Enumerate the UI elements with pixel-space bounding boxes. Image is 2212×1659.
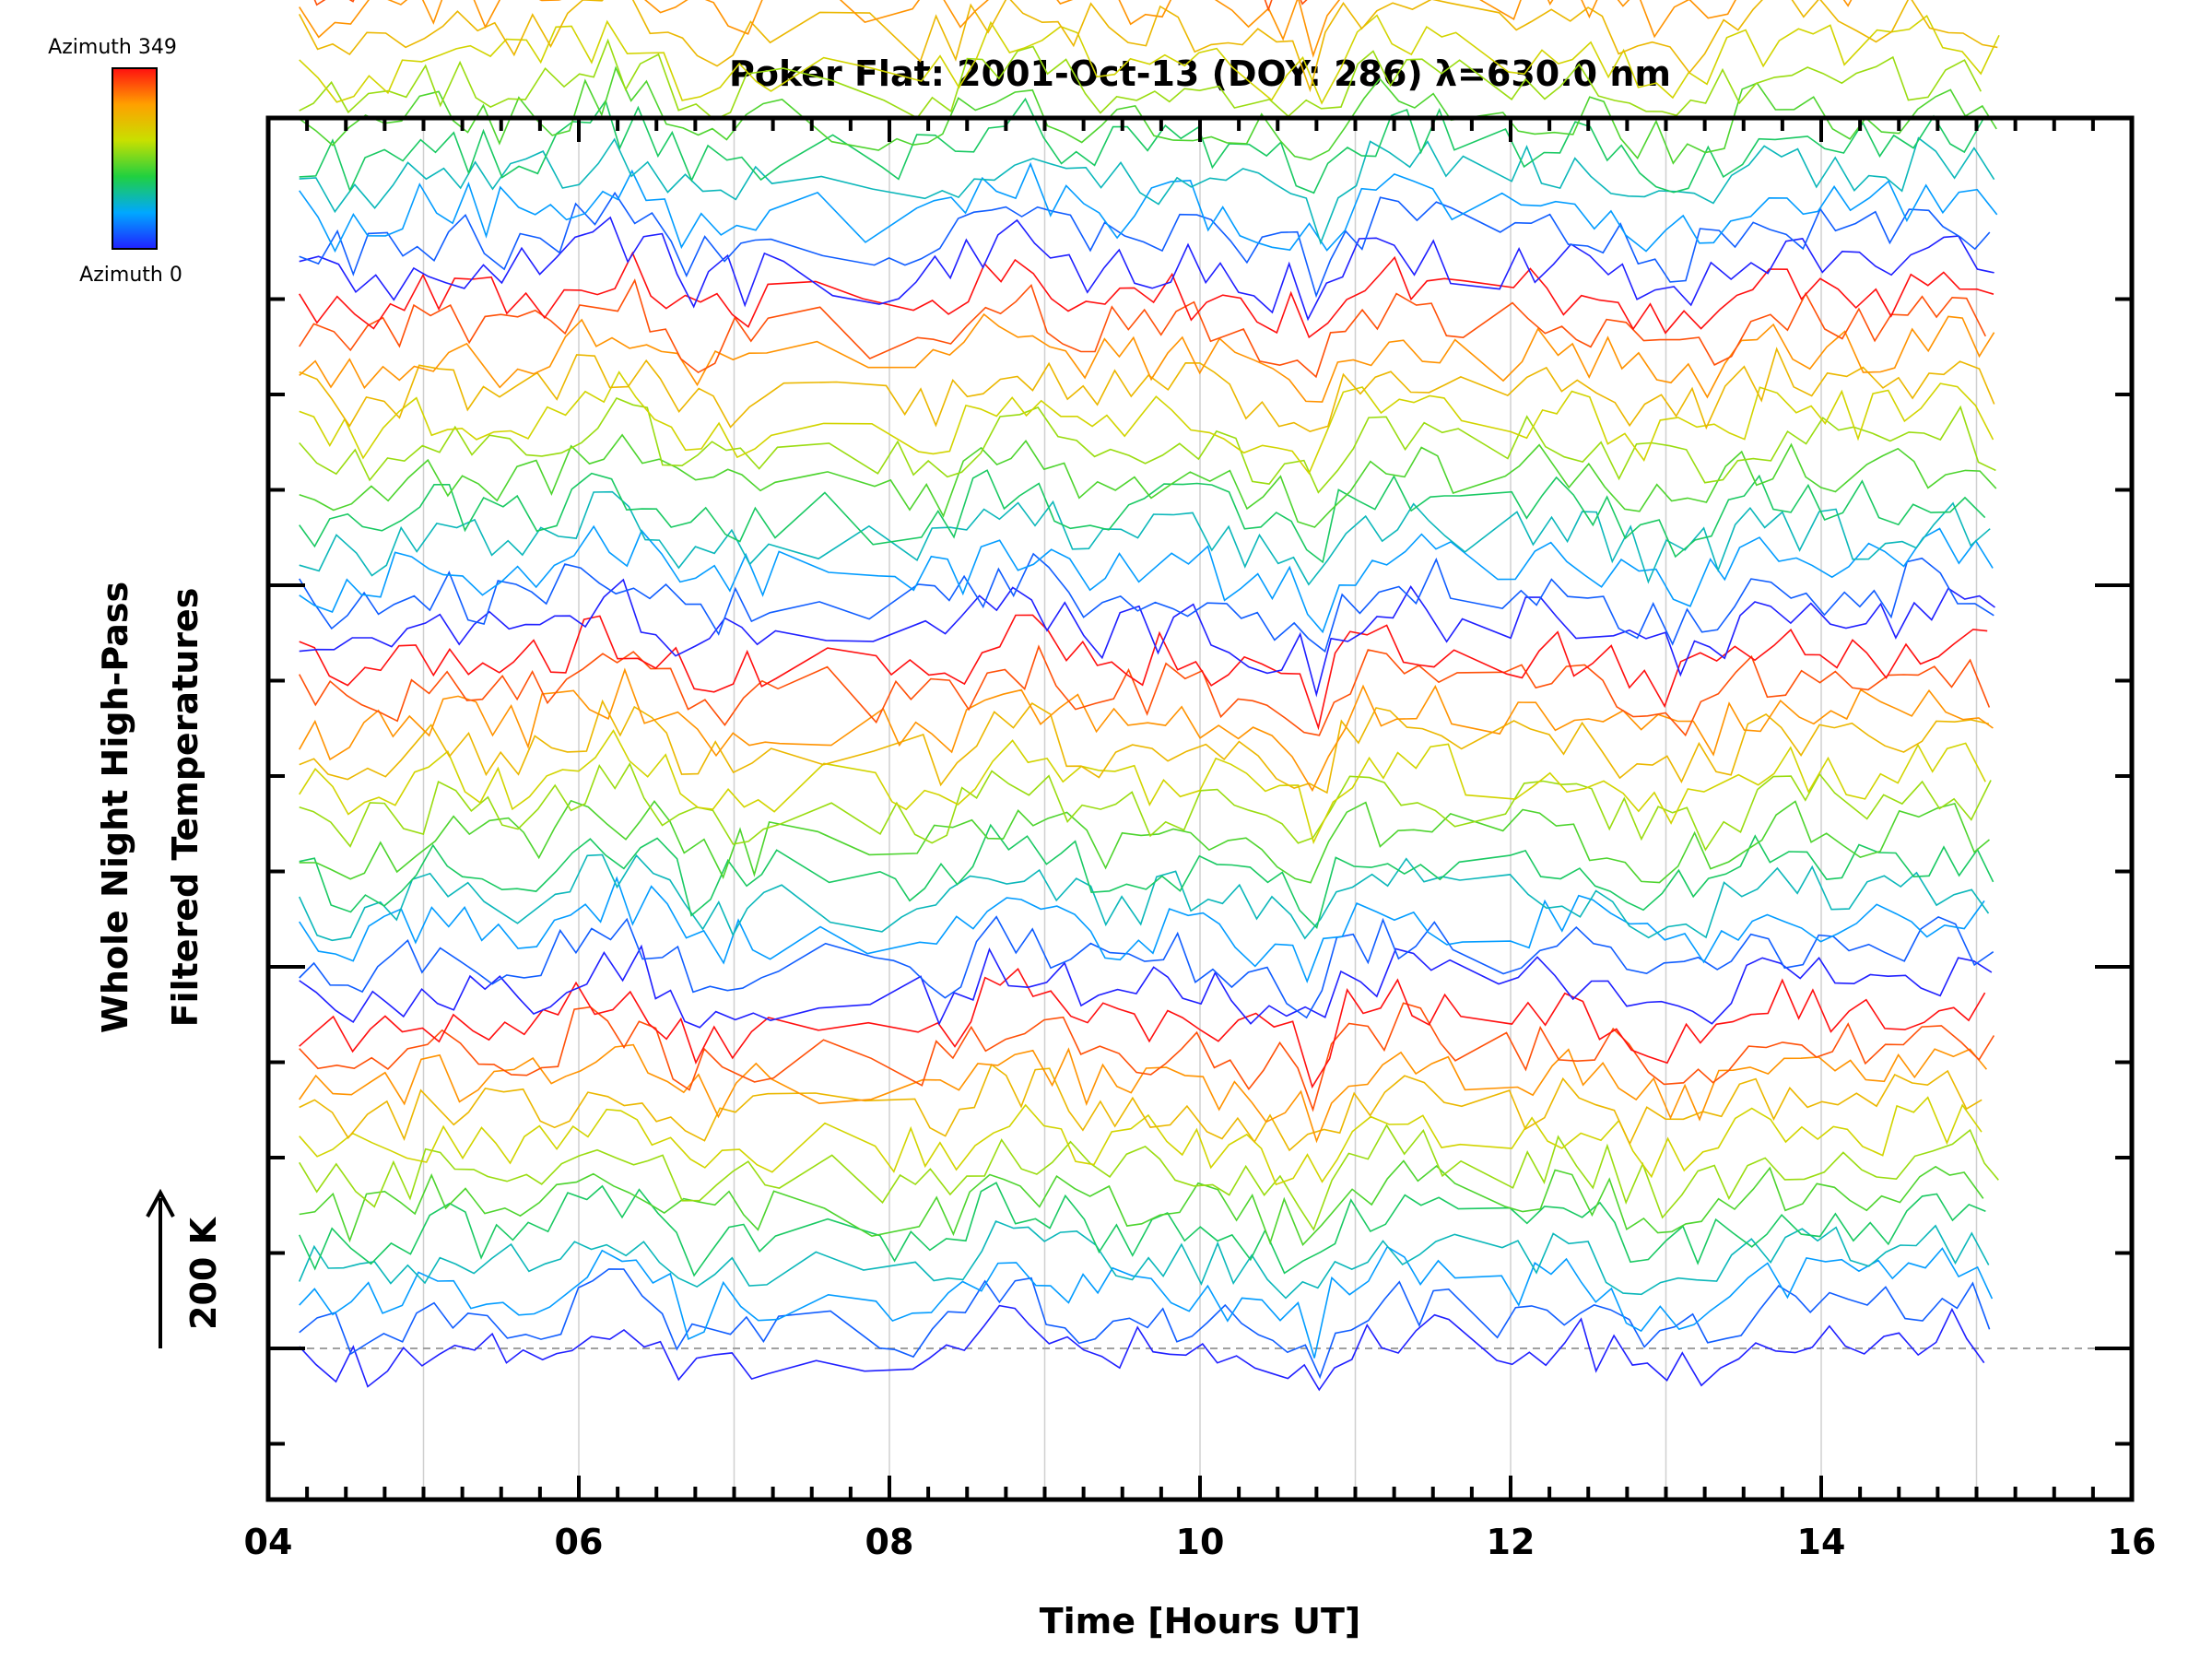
x-axis-label: Time [Hours UT] (1040, 1601, 1361, 1641)
x-tick-label: 16 (2108, 1522, 2157, 1562)
series-line (299, 729, 1986, 845)
series-line (299, 1124, 1999, 1231)
series-line (299, 699, 1990, 794)
y-axis-label-line2: Filtered Temperatures (165, 588, 206, 1028)
series-line (299, 1063, 1983, 1152)
series-line (299, 161, 1998, 253)
series-line (299, 97, 1985, 194)
series-line (299, 65, 1997, 165)
series-line (299, 397, 1996, 494)
colorbar-bottom-label: Azimuth 0 (79, 264, 182, 287)
scale-label: 200 K (183, 1216, 224, 1330)
series-line (299, 191, 1991, 299)
series-line (299, 667, 1994, 793)
x-tick-label: 14 (1797, 1522, 1846, 1562)
x-tick-label: 10 (1176, 1522, 1225, 1562)
series-line (298, 0, 1998, 93)
series-line (299, 433, 1997, 528)
series-line (299, 1002, 1995, 1112)
series-line (299, 347, 1995, 433)
series-line (299, 136, 1995, 245)
series-line (299, 823, 1994, 930)
series-line (298, 1182, 1986, 1277)
chart-title: Poker Flat: 2001-Oct-13 (DOY: 286) λ=630… (729, 53, 1671, 94)
series-line (299, 1268, 1991, 1380)
series-line (299, 312, 1995, 403)
x-tick-label: 04 (244, 1522, 293, 1562)
series-line (298, 853, 1990, 942)
colorbar-top-label: Azimuth 349 (48, 36, 177, 59)
series-line (299, 278, 1987, 379)
colorbar (112, 67, 158, 250)
grid-lines (422, 118, 1978, 1500)
series-line (298, 1219, 1990, 1300)
series-line (299, 1304, 1985, 1392)
series-line (299, 876, 1985, 984)
series-line (299, 799, 1991, 884)
series-line (299, 38, 1983, 121)
series-line (299, 14, 2000, 105)
series-group (298, 0, 2000, 1392)
series-line (299, 371, 1994, 476)
series-line (299, 762, 1992, 852)
series-line (299, 1096, 1983, 1186)
series-line (299, 1043, 1988, 1144)
series-line (299, 469, 1986, 564)
series-line (299, 578, 1995, 698)
series-line (299, 216, 1994, 322)
x-tick-label: 06 (555, 1522, 604, 1562)
y-axis-label-line1: Whole Night High-Pass (95, 582, 135, 1033)
series-line (299, 944, 1993, 1029)
series-line (299, 490, 1991, 586)
series-line (299, 1245, 1994, 1359)
series-line (299, 251, 1994, 339)
x-tick-label: 08 (865, 1522, 914, 1562)
x-tick-label: 12 (1487, 1522, 1535, 1562)
series-line (299, 968, 1986, 1089)
series-line (299, 1159, 1984, 1246)
series-line (299, 0, 1853, 58)
scale-arrow-head (146, 1188, 175, 1218)
series-line (298, 644, 1991, 737)
series-line (313, 0, 1308, 12)
axis-ticks (266, 118, 2134, 1500)
series-line (299, 915, 1994, 1019)
x-tick-labels: 04 06 08 10 12 14 16 (244, 1522, 2157, 1562)
series-line (299, 552, 1994, 653)
